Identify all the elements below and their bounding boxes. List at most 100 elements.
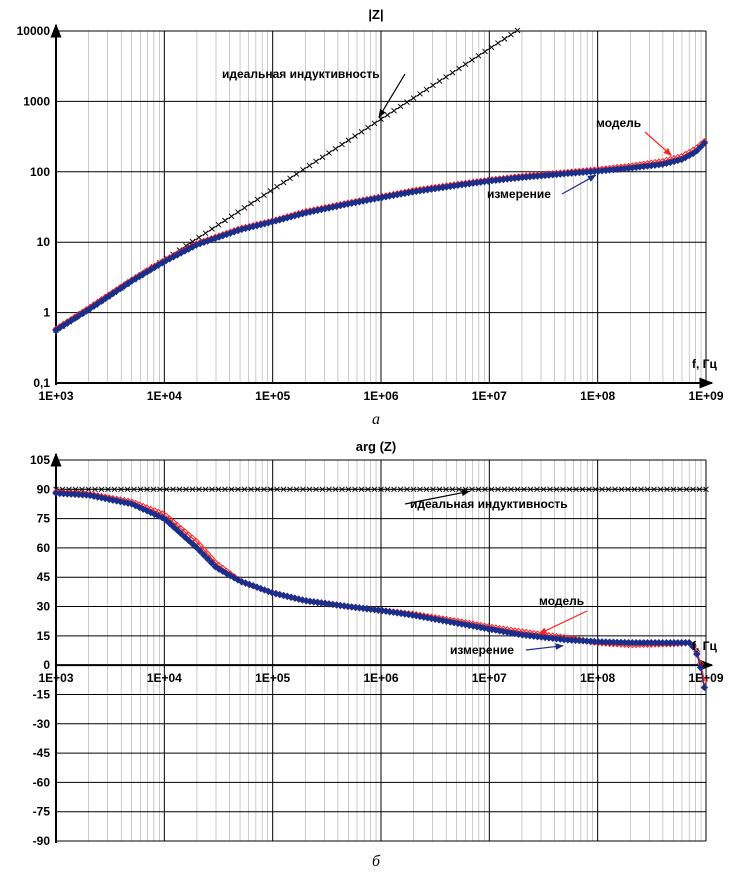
data-point <box>693 650 701 658</box>
y-tick-label: 10 <box>37 235 51 249</box>
y-tick-label: 10000 <box>17 24 51 38</box>
data-point <box>209 486 215 493</box>
data-point <box>397 103 404 110</box>
data-point <box>238 578 246 586</box>
data-point <box>207 559 216 567</box>
data-point <box>423 486 430 493</box>
data-point <box>248 486 254 493</box>
data-point <box>293 486 300 493</box>
data-point <box>280 486 287 493</box>
annotation-arrow <box>378 73 406 118</box>
data-point <box>404 486 410 493</box>
data-point <box>592 486 599 493</box>
annotation-label: идеальная индуктивность <box>222 67 380 81</box>
data-point <box>326 150 332 156</box>
annotation-label: модель <box>596 116 641 130</box>
data-point <box>371 120 378 127</box>
data-point <box>173 526 182 535</box>
data-point <box>391 486 397 493</box>
series-0 <box>53 486 709 493</box>
y-tick-label: 45 <box>37 570 51 584</box>
y-tick-label: 1 <box>43 306 50 320</box>
x-tick-label: 1E+03 <box>38 389 73 403</box>
data-point <box>586 486 592 493</box>
data-point <box>482 48 488 55</box>
data-point <box>183 486 189 493</box>
data-point <box>222 486 228 493</box>
data-point <box>143 507 151 515</box>
data-point <box>423 86 430 93</box>
data-point <box>200 551 208 559</box>
data-point <box>443 74 449 80</box>
annotation: измерение <box>487 174 597 201</box>
data-point <box>137 486 144 493</box>
data-point <box>118 486 124 493</box>
data-point <box>144 486 150 493</box>
y-tick-label: 1000 <box>23 94 50 108</box>
data-point <box>177 529 185 538</box>
data-point <box>241 486 248 493</box>
data-point <box>371 486 378 493</box>
data-point <box>261 192 267 198</box>
data-point <box>260 586 269 594</box>
data-point <box>696 663 705 672</box>
data-point <box>245 580 254 589</box>
chart-b-xlabel: f, Гц <box>692 639 717 653</box>
data-point <box>566 486 573 493</box>
data-point <box>228 486 235 493</box>
data-point <box>384 112 391 118</box>
data-point <box>215 565 223 573</box>
data-point <box>700 683 709 692</box>
data-point <box>462 61 469 68</box>
data-point <box>326 486 332 493</box>
data-point <box>274 486 280 493</box>
data-point <box>332 145 339 152</box>
data-point <box>547 486 553 493</box>
data-point <box>456 486 462 493</box>
annotation-arrow <box>644 131 673 156</box>
data-point <box>345 137 352 144</box>
x-tick-label: 1E+03 <box>38 671 73 685</box>
annotation: идеальная индуктивность <box>404 489 568 511</box>
data-point <box>677 486 683 493</box>
y-tick-label: -15 <box>33 687 51 701</box>
annotation-label: модель <box>539 594 584 608</box>
data-point <box>469 57 475 63</box>
data-point <box>267 486 274 493</box>
annotation-label: идеальная индуктивность <box>410 497 568 511</box>
data-point <box>469 486 475 493</box>
x-tick-label: 1E+05 <box>255 389 290 403</box>
data-point <box>436 486 443 493</box>
data-point <box>170 486 176 493</box>
data-point <box>147 508 155 517</box>
x-tick-label: 1E+08 <box>580 671 615 685</box>
data-point <box>306 486 313 493</box>
y-tick-label: -60 <box>33 775 51 789</box>
data-point <box>685 638 693 647</box>
data-point <box>261 486 267 493</box>
x-tick-label: 1E+06 <box>363 671 398 685</box>
data-point <box>235 486 241 493</box>
y-tick-label: 0,1 <box>33 376 50 390</box>
data-point <box>215 486 222 493</box>
data-point <box>378 486 384 493</box>
data-point <box>169 523 178 531</box>
series-2 <box>52 139 709 335</box>
data-point <box>158 513 166 522</box>
data-point <box>683 486 690 493</box>
data-point <box>365 486 371 493</box>
y-tick-label: 100 <box>30 165 50 179</box>
data-point <box>436 78 443 84</box>
data-point <box>202 486 209 493</box>
data-point <box>430 486 436 493</box>
data-point <box>449 69 456 76</box>
data-point <box>163 486 170 493</box>
data-point <box>192 543 200 552</box>
data-point <box>92 486 98 493</box>
data-point <box>98 486 105 493</box>
data-point <box>488 44 495 51</box>
data-point <box>358 128 365 135</box>
data-point <box>332 486 339 493</box>
data-point <box>268 588 276 597</box>
data-point <box>166 519 174 528</box>
